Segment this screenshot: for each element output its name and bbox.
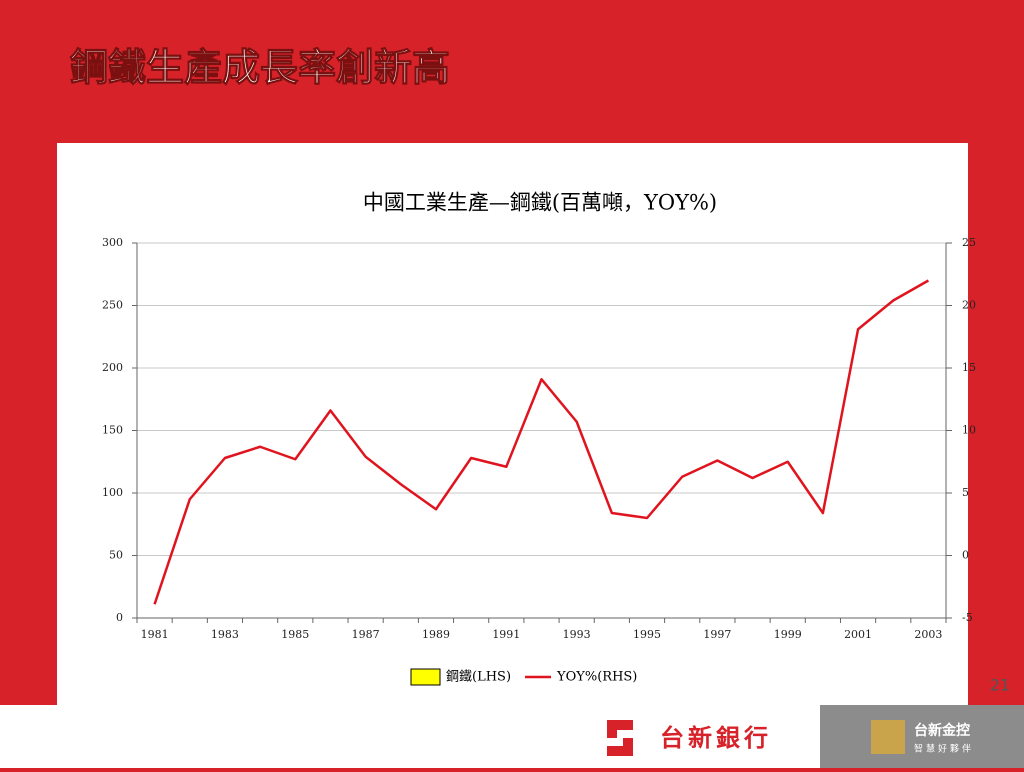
y-tick-label: 200 (102, 361, 123, 374)
holding-slogan: 智慧好夥伴 (914, 743, 974, 755)
x-tick-label: 1997 (703, 628, 731, 641)
legend-label: YOY%(RHS) (556, 670, 637, 685)
page-number: 21 (990, 676, 1010, 695)
x-tick-label: 1993 (563, 628, 591, 641)
x-tick-label: 1981 (141, 628, 169, 641)
x-tick-label: 1985 (281, 628, 309, 641)
x-tick-label: 1983 (211, 628, 239, 641)
y-tick-label: 100 (102, 486, 123, 499)
x-tick-label: 2003 (914, 628, 942, 641)
content-panel (57, 143, 968, 705)
y2-tick-label: 0 (962, 549, 969, 562)
y-tick-label: 300 (102, 236, 123, 249)
bank-logo (607, 720, 633, 756)
y-tick-label: 150 (102, 424, 123, 437)
x-tick-label: 1989 (422, 628, 450, 641)
legend-label: 鋼鐵(LHS) (446, 669, 511, 685)
slide-title: 鋼鐵生產成長率創新高 (70, 46, 450, 90)
y2-tick-label: -5 (962, 611, 973, 624)
legend-swatch (410, 668, 441, 686)
x-tick-label: 1999 (774, 628, 802, 641)
x-tick-label: 1991 (492, 628, 520, 641)
chart-title: 中國工業生產—鋼鐵(百萬噸，YOY%) (363, 191, 717, 215)
plot: 0 50 100 150 200 250 300 -5 0 5 10 15 20 25 1981 1983 19… (102, 236, 976, 686)
footer-right (820, 705, 1024, 768)
x-tick-label: 2001 (844, 628, 872, 641)
y2-tick-label: 10 (962, 424, 976, 437)
line (153, 279, 930, 605)
x-tick-label: 1995 (633, 628, 661, 641)
y-tick-label: 0 (116, 611, 123, 624)
y2-tick-label: 5 (962, 486, 969, 499)
y-tick-label: 50 (109, 549, 123, 562)
x-tick-label: 1987 (352, 628, 380, 641)
holding-name: 台新金控 (914, 722, 970, 739)
y2-tick-label: 25 (962, 236, 976, 249)
bank-name: 台新銀行 (660, 724, 772, 752)
footer-left (0, 705, 820, 768)
y2-tick-label: 20 (962, 299, 976, 312)
holding-logo (871, 720, 905, 754)
y2-tick-label: 15 (962, 361, 976, 374)
y-tick-label: 250 (102, 299, 123, 312)
